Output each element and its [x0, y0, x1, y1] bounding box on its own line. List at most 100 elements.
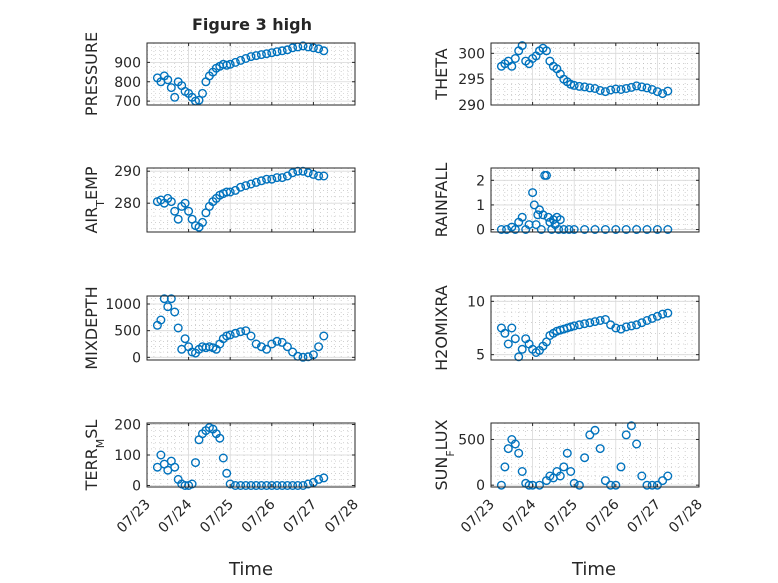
data-point [621, 430, 631, 440]
data-point [637, 318, 647, 328]
data-point [632, 320, 642, 330]
data-point [166, 197, 176, 207]
data-point [637, 471, 647, 481]
data-point [282, 342, 292, 352]
data-point [230, 481, 240, 491]
data-point [156, 315, 166, 325]
data-point [262, 481, 272, 491]
y-tick-label: 0 [476, 223, 485, 239]
data-point [282, 45, 292, 55]
data-point [502, 224, 512, 234]
y-tick-label: 1000 [105, 297, 141, 313]
series-markers [496, 308, 673, 362]
series-markers [496, 170, 673, 234]
data-point [514, 448, 524, 458]
data-point [555, 471, 565, 481]
axes-box [490, 167, 700, 233]
data-point [163, 75, 173, 85]
data-point [595, 444, 605, 454]
data-point [507, 61, 517, 71]
data-point [626, 82, 636, 92]
data-point [559, 462, 569, 472]
data-point [298, 41, 308, 51]
data-point [606, 480, 616, 490]
data-point [538, 210, 548, 220]
data-point [600, 87, 610, 97]
data-point [606, 85, 616, 95]
y-tick-label: 0 [132, 350, 141, 366]
data-point [580, 319, 590, 329]
data-point [580, 82, 590, 92]
y-tick-label: 10 [467, 294, 485, 310]
data-point [246, 331, 256, 341]
data-point [225, 59, 235, 69]
y-tick-label: 200 [114, 418, 141, 434]
data-point [590, 317, 600, 327]
data-point [246, 52, 256, 62]
data-point [621, 322, 631, 332]
data-point [517, 41, 527, 51]
data-point [658, 476, 668, 486]
data-point [170, 462, 180, 472]
data-point [241, 181, 251, 191]
data-point [256, 481, 266, 491]
data-point [319, 46, 329, 56]
data-point [236, 327, 246, 337]
data-point [319, 171, 329, 181]
data-point [590, 83, 600, 93]
data-point [611, 224, 621, 234]
data-point [510, 334, 520, 344]
data-point [256, 50, 266, 60]
y-tick-label: 1 [476, 198, 485, 214]
y-tick-label: 800 [114, 75, 141, 91]
data-point [533, 210, 543, 220]
y-tick-label: 100 [114, 448, 141, 464]
major-grid [491, 296, 699, 360]
data-point [303, 479, 313, 489]
data-point [616, 462, 626, 472]
data-point [184, 206, 194, 216]
data-point [585, 430, 595, 440]
data-point [535, 480, 545, 490]
y-tick-label: 280 [114, 196, 141, 212]
series-markers [152, 423, 329, 491]
y-axis-label: MIXDEPTH [82, 286, 101, 369]
data-point [156, 450, 166, 460]
data-point [528, 188, 538, 198]
data-point [642, 480, 652, 490]
data-point [585, 318, 595, 328]
series-markers [152, 166, 329, 232]
data-point [600, 476, 610, 486]
data-point [303, 168, 313, 178]
data-point [632, 224, 642, 234]
data-point [616, 324, 626, 334]
data-point [663, 308, 673, 318]
y-tick-label: 0 [132, 478, 141, 494]
data-point [652, 480, 662, 490]
data-point [663, 471, 673, 481]
data-point [590, 224, 600, 234]
data-point [621, 224, 631, 234]
subplot-rainfall: 0 1 2 RAINFALL [432, 163, 700, 239]
y-axis-label: AIRTEMP [82, 166, 107, 233]
y-tick-label: 500 [458, 432, 485, 448]
y-tick-label: 500 [114, 324, 141, 340]
y-tick-label: 290 [458, 98, 485, 114]
data-point [267, 174, 277, 184]
data-point [536, 224, 546, 234]
data-point [543, 212, 553, 222]
subplot-theta: 290 295 300 THETA [432, 41, 700, 114]
data-point [585, 83, 595, 93]
data-point [600, 224, 610, 234]
axes-box [490, 422, 700, 488]
subplot-grid: 700 800 900 PRESSURE 290 295 300 THETA 280 290 AIR… [82, 32, 706, 536]
data-point [225, 479, 235, 489]
data-point [194, 95, 204, 105]
data-point [190, 458, 200, 468]
data-point [642, 316, 652, 326]
data-point [277, 337, 287, 347]
data-point [517, 467, 527, 477]
y-tick-label: 300 [458, 46, 485, 62]
major-grid [147, 423, 355, 487]
